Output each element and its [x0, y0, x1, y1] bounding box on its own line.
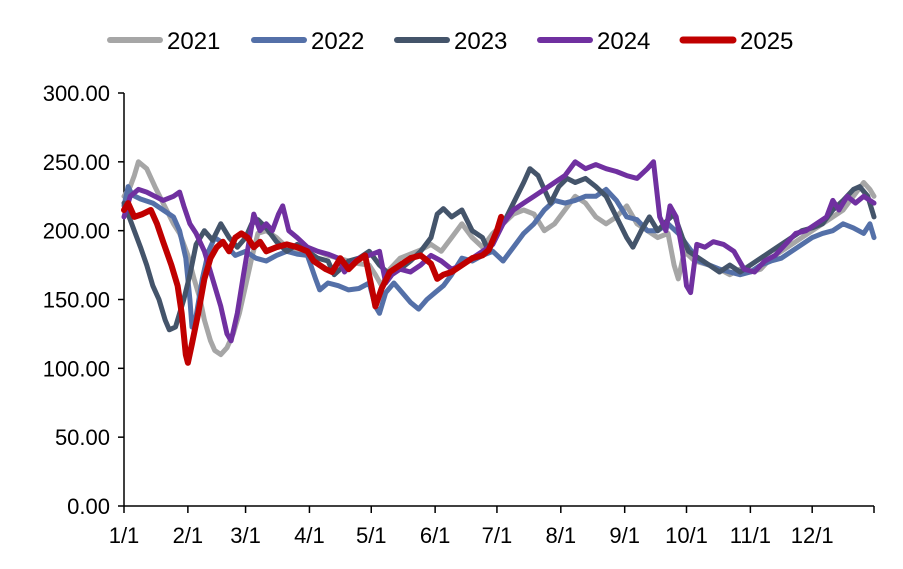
x-tick-label: 1/1: [109, 523, 140, 548]
series-line-2023: [121, 166, 877, 333]
x-axis: 1/1 2/1 3/1 4/1 5/1 6/1 7/1 8/1 9/1 10/1 11/1 12/1: [109, 505, 875, 548]
legend-label-2021: 2021: [167, 28, 220, 55]
legend: 2021 2022 2023 2024 2025: [107, 28, 793, 55]
x-tick-label: 4/1: [294, 523, 325, 548]
x-tick-label: 7/1: [482, 523, 513, 548]
x-tick-label: 12/1: [791, 523, 834, 548]
y-tick-label: 0.00: [67, 494, 110, 519]
x-tick-label: 5/1: [356, 523, 387, 548]
series-line-2024: [121, 159, 877, 344]
x-tick-label: 8/1: [546, 523, 577, 548]
y-tick-label: 200.00: [43, 219, 110, 244]
legend-label-2025: 2025: [740, 28, 793, 55]
x-tick-label: 11/1: [730, 523, 771, 548]
x-tick-label: 9/1: [609, 523, 640, 548]
legend-label-2024: 2024: [597, 28, 650, 55]
y-axis: 0.00 50.00 100.00 150.00 200.00 250.00 300.00: [43, 81, 125, 519]
x-tick-label: 3/1: [230, 523, 261, 548]
y-tick-label: 100.00: [43, 356, 110, 381]
x-tick-label: 2/1: [173, 523, 204, 548]
y-tick-label: 250.00: [43, 150, 110, 175]
series-line-2025: [121, 200, 505, 366]
legend-label-2022: 2022: [311, 28, 364, 55]
plot-lines: [121, 159, 877, 366]
x-tick-label: 6/1: [420, 523, 451, 548]
legend-label-2023: 2023: [454, 28, 507, 55]
y-tick-label: 50.00: [55, 425, 110, 450]
y-tick-label: 150.00: [43, 288, 110, 313]
x-tick-label: 10/1: [665, 523, 708, 548]
y-tick-label: 300.00: [43, 81, 110, 106]
